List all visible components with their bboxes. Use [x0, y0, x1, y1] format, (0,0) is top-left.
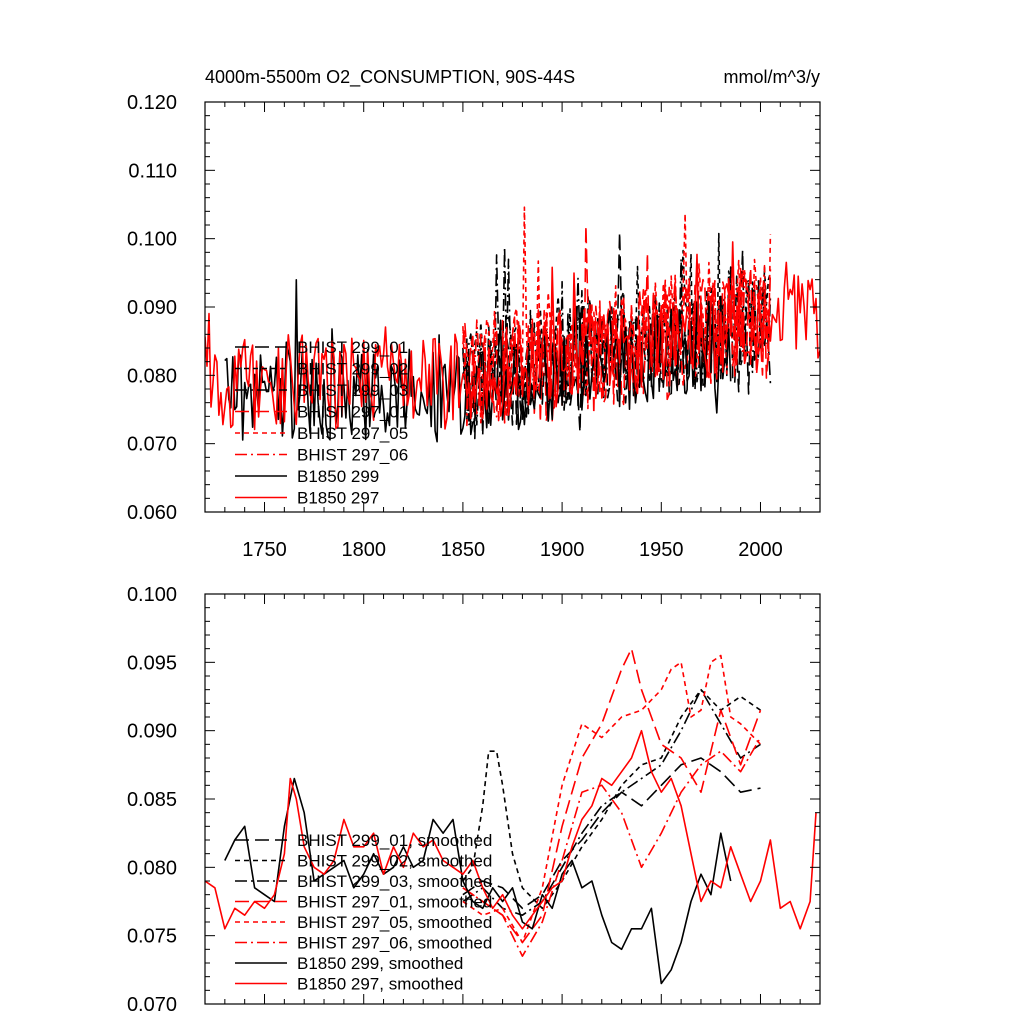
top-legend-label: B1850 299	[297, 467, 379, 486]
bottom-ytick-label: 0.095	[127, 652, 177, 674]
top-axes: 1750 1800 1850 1900 1950 2000 0.060 0.070 0.080 0…	[127, 92, 820, 561]
top-xtick-label: 1850	[441, 539, 486, 561]
bottom-ytick-label: 0.075	[127, 926, 177, 948]
top-title: 4000m-5500m O2_CONSUMPTION, 90S-44S	[205, 67, 575, 88]
top-ytick-label: 0.060	[127, 502, 177, 524]
bottom-ytick-label: 0.085	[127, 789, 177, 811]
bottom-legend-label: BHIST 297_05, smoothed	[297, 913, 492, 932]
top-legend-label: BHIST 299_01	[297, 338, 408, 357]
top-ytick-label: 0.080	[127, 365, 177, 387]
top-ytick-label: 0.090	[127, 297, 177, 319]
bottom-legend-label: BHIST 299_03, smoothed	[297, 872, 492, 891]
bottom-legend-label: BHIST 299_01, smoothed	[297, 831, 492, 850]
bottom-legend-label: B1850 297, smoothed	[297, 975, 463, 994]
bottom-ytick-label: 0.080	[127, 857, 177, 879]
bottom-ytick-label: 0.090	[127, 721, 177, 743]
bottom-series-line-4	[463, 649, 761, 943]
top-xtick-label: 1950	[639, 539, 684, 561]
top-ytick-label: 0.120	[127, 92, 177, 114]
top-legend-label: BHIST 297_01	[297, 403, 408, 422]
top-ytick-label: 0.100	[127, 229, 177, 251]
top-legend-label: BHIST 299_03	[297, 381, 408, 400]
top-xtick-label: 1750	[242, 539, 287, 561]
top-xtick-label: 1900	[540, 539, 585, 561]
top-legend-label: BHIST 297_05	[297, 424, 408, 443]
top-legend-label: BHIST 299_02	[297, 360, 408, 379]
bottom-legend: BHIST 299_01, smoothed BHIST 299_02, smoo…	[235, 831, 492, 994]
top-legend-label: BHIST 297_06	[297, 446, 408, 465]
bottom-legend-label: BHIST 297_01, smoothed	[297, 893, 492, 912]
top-units: mmol/m^3/y	[724, 67, 820, 87]
figure: 4000m-5500m O2_CONSUMPTION, 90S-44S mmol…	[0, 0, 1024, 1024]
top-xtick-label: 2000	[738, 539, 783, 561]
bottom-legend-label: BHIST 299_02, smoothed	[297, 852, 492, 871]
bottom-legend-label: B1850 299, smoothed	[297, 954, 463, 973]
top-ytick-label: 0.070	[127, 434, 177, 456]
top-legend-label: B1850 297	[297, 489, 379, 508]
bottom-ytick-label: 0.100	[127, 584, 177, 606]
top-ytick-label: 0.110	[128, 160, 177, 182]
bottom-ytick-label: 0.070	[127, 994, 177, 1016]
top-xtick-label: 1800	[341, 539, 386, 561]
bottom-legend-label: BHIST 297_06, smoothed	[297, 934, 492, 953]
bottom-series-line-1	[463, 758, 761, 908]
bottom-series-line-6	[463, 738, 761, 957]
